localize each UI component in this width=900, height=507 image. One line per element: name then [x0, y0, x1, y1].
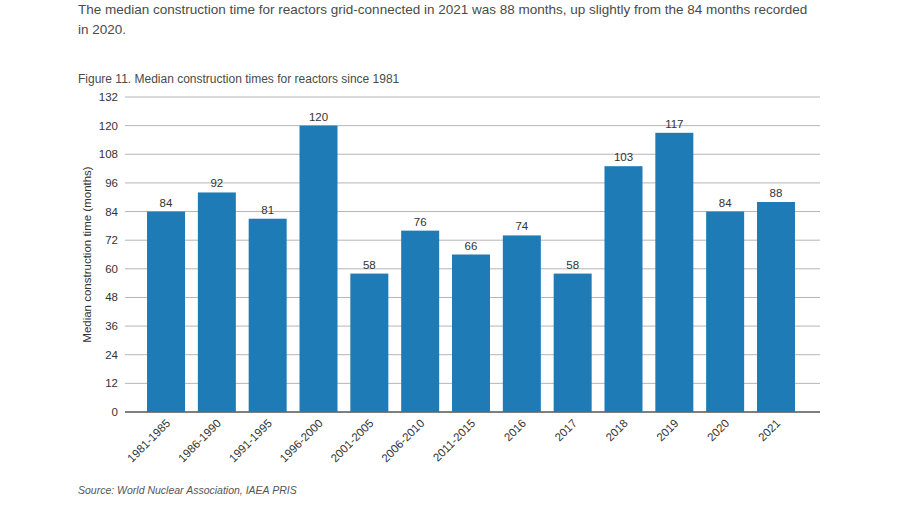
y-tick-label: 108	[99, 148, 118, 160]
bar	[757, 202, 795, 412]
bar	[147, 212, 185, 412]
data-label: 103	[614, 151, 633, 163]
y-tick-label: 120	[99, 120, 118, 132]
x-tick-label: 2011-2015	[431, 417, 478, 464]
y-tick-label: 84	[105, 206, 118, 218]
data-label: 58	[363, 259, 376, 271]
x-tick-label: 2020	[705, 417, 732, 444]
y-tick-label: 132	[99, 91, 118, 103]
data-label: 58	[566, 259, 579, 271]
data-label: 66	[465, 240, 478, 252]
x-tick-label: 2016	[502, 417, 529, 444]
data-label: 74	[515, 220, 528, 232]
data-label: 92	[210, 177, 223, 189]
x-tick-label: 1991-1995	[227, 417, 274, 464]
intro-text: The median construction time for reactor…	[78, 0, 818, 40]
bar	[554, 274, 592, 412]
data-label: 84	[160, 197, 173, 209]
bar	[198, 192, 236, 412]
x-tick-label: 1996-2000	[278, 417, 325, 464]
bar	[604, 166, 642, 412]
y-axis-label: Median construction time (months)	[81, 166, 93, 343]
data-label: 117	[665, 118, 683, 130]
y-tick-label: 96	[105, 177, 118, 189]
bars	[147, 126, 795, 412]
data-label: 120	[309, 111, 328, 123]
y-tick-label: 60	[105, 263, 118, 275]
x-tick-label: 1981-1985	[125, 417, 172, 464]
bar	[350, 274, 388, 412]
bar	[452, 255, 490, 413]
title: Figure 11. Median construction times for…	[78, 72, 400, 86]
bar	[655, 133, 693, 412]
x-tick-label: 2019	[654, 417, 681, 444]
bar	[249, 219, 287, 412]
data-label: 84	[719, 197, 732, 209]
source: Source: World Nuclear Association, IAEA …	[78, 484, 297, 496]
x-tick-label: 2021	[756, 417, 783, 444]
data-label: 76	[414, 216, 427, 228]
y-tick-label: 36	[105, 320, 118, 332]
y-tick-label: 24	[105, 349, 118, 361]
chart: Figure 11. Median construction times for…	[0, 0, 900, 507]
data-label: 81	[261, 204, 274, 216]
x-tick-label: 1986-1990	[176, 417, 223, 464]
y-tick-label: 72	[105, 234, 118, 246]
bar	[401, 231, 439, 412]
grid-line	[125, 125, 820, 126]
bar	[300, 126, 338, 412]
y-tick-label: 0	[112, 406, 118, 418]
x-tick-label: 2006-2010	[379, 417, 426, 464]
grid-line	[125, 182, 820, 183]
grid-line	[125, 97, 820, 98]
x-tick-label: 2017	[552, 417, 579, 444]
x-tick-label: 2001-2005	[328, 417, 375, 464]
y-tick-label: 12	[105, 377, 118, 389]
bar	[503, 235, 541, 412]
bar	[706, 212, 744, 412]
data-label: 88	[770, 187, 783, 199]
y-tick-label: 48	[105, 291, 118, 303]
grid-line	[125, 154, 820, 155]
x-tick-label: 2018	[603, 417, 630, 444]
